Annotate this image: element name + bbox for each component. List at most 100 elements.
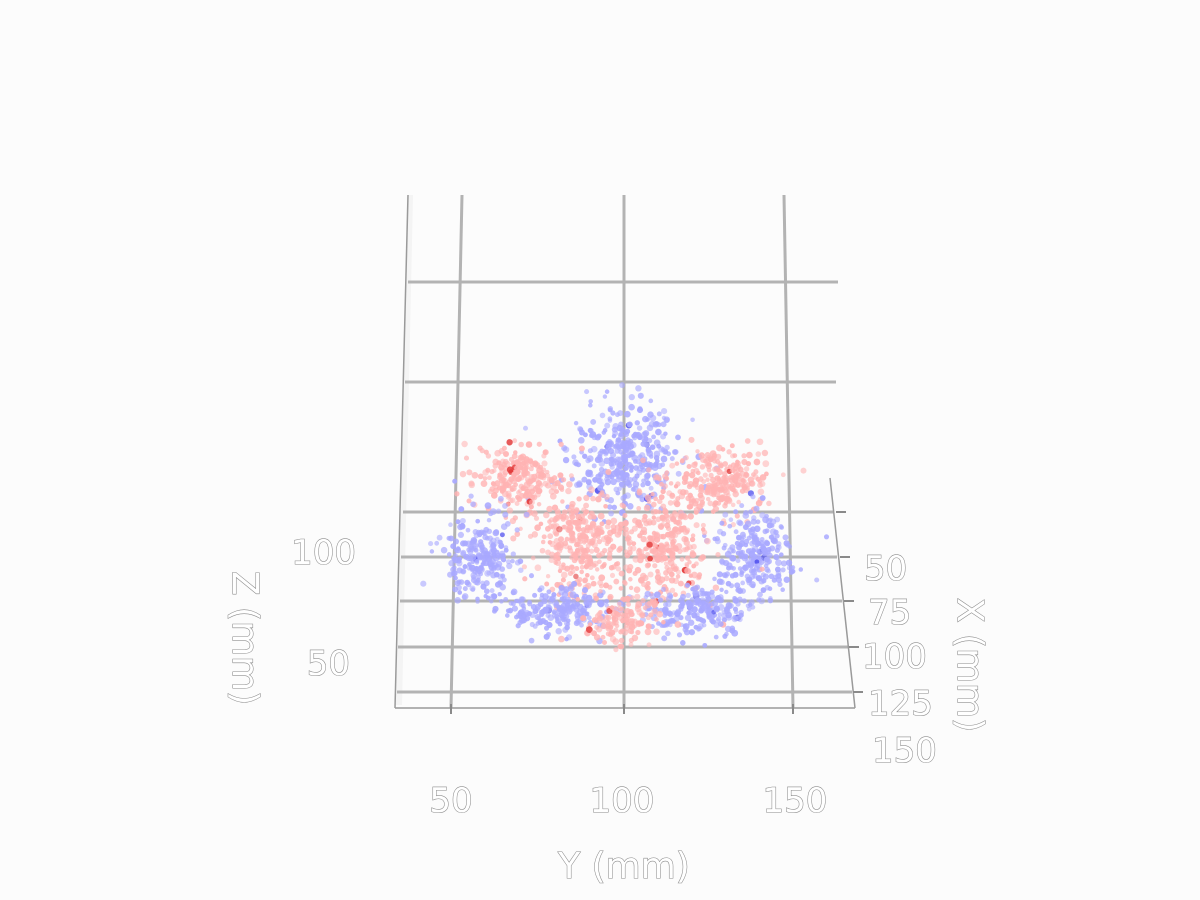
scatter-point-top-center-lobe bbox=[672, 449, 679, 455]
scatter-point-bottom-left-lobe bbox=[579, 622, 584, 628]
scatter-point-bottom-right-lobe bbox=[680, 640, 686, 646]
scatter-point-center-left-lobe bbox=[585, 582, 592, 590]
scatter-point-upper-left-lobe bbox=[508, 476, 515, 483]
scatter-point-top-center-lobe bbox=[618, 481, 625, 487]
scatter-point-left-lobe bbox=[450, 543, 457, 550]
scatter-point-bottom-right-lobe bbox=[697, 607, 704, 614]
scatter-point-right-lobe bbox=[712, 576, 717, 582]
scatter-point-center-right-lobe bbox=[687, 503, 694, 510]
scatter-point-top-center-lobe bbox=[590, 445, 598, 453]
scatter-point-upper-left-lobe bbox=[497, 473, 504, 481]
scatter-point-left-lobe bbox=[484, 551, 491, 558]
scatter-point-center-right-lobe bbox=[630, 545, 637, 552]
scatter-point-center-left-lobe bbox=[560, 571, 568, 579]
scatter-point-left-lobe bbox=[503, 547, 509, 553]
scatter-point-bottom-right-lobe bbox=[678, 615, 684, 621]
scatter-point-center-right-lobe bbox=[657, 498, 663, 505]
scatter-point-bottom-center-lobe bbox=[591, 617, 598, 624]
scatter-point-center-left-lobe bbox=[570, 564, 575, 570]
scatter-point-center-left-lobe bbox=[594, 567, 600, 572]
scatter-point-bottom-right-lobe bbox=[749, 581, 756, 588]
scatter-point-bottom-right-lobe bbox=[694, 612, 700, 618]
scatter-point-upper-right-lobe bbox=[714, 466, 721, 472]
scatter-point-center-right-lobe bbox=[653, 508, 659, 515]
scatter-point-top-center-lobe bbox=[642, 430, 650, 437]
scatter-point-center-right-lobe bbox=[660, 533, 667, 540]
scatter-point-bottom-left-lobe bbox=[518, 601, 525, 608]
scatter-point-upper-left-lobe bbox=[528, 479, 534, 485]
scatter-point-top-center-lobe bbox=[579, 429, 585, 436]
scatter-point-bottom-left-lobe bbox=[574, 601, 581, 608]
scatter-point-bottom-center-lobe bbox=[628, 611, 635, 618]
scatter-point-bottom-right-lobe bbox=[722, 633, 728, 639]
scatter-point-center-left-lobe bbox=[581, 518, 589, 525]
scatter-point-center-right-lobe bbox=[660, 522, 666, 527]
scatter-point-upper-right-lobe bbox=[726, 449, 732, 455]
scatter-point-center-right-lobe bbox=[662, 508, 669, 515]
scatter-point-upper-right-lobe bbox=[762, 460, 770, 468]
scatter-point-bottom-left-lobe bbox=[497, 580, 503, 586]
scatter-point-right-lobe bbox=[745, 561, 752, 567]
scatter-point-right-lobe bbox=[735, 558, 741, 564]
scatter-point-left-lobe bbox=[455, 519, 461, 525]
scatter-point-center-left-lobe bbox=[575, 513, 582, 520]
scatter-point-left-lobe bbox=[497, 495, 504, 502]
scatter-point-right-lobe bbox=[739, 536, 745, 542]
scatter-point-bottom-center-lobe bbox=[600, 618, 607, 625]
scatter-point-bottom-left-lobe bbox=[573, 607, 580, 614]
scatter-point-center-left-lobe bbox=[561, 562, 566, 567]
scatter-point-right-lobe bbox=[760, 587, 767, 593]
scatter-point-upper-left-lobe bbox=[557, 472, 564, 479]
scatter-point-right-lobe bbox=[755, 575, 763, 582]
scatter-point-center-right-lobe bbox=[700, 527, 706, 532]
scatter-point-upper-left-lobe bbox=[521, 460, 527, 465]
scatter-point-center-right-lobe bbox=[684, 567, 691, 574]
scatter-point-right-lobe bbox=[744, 520, 752, 528]
x-tick-label-150: 150 bbox=[872, 731, 937, 771]
scatter-point-upper-left-lobe bbox=[543, 511, 550, 519]
scatter-point-top-center-lobe bbox=[626, 482, 633, 488]
scatter-point-right-lobe bbox=[790, 565, 796, 570]
scatter-point-center-right-lobe bbox=[621, 504, 627, 509]
scatter-point-bottom-left-lobe bbox=[545, 603, 551, 609]
scatter-point-right-lobe bbox=[780, 587, 785, 592]
scatter-point-bottom-left-lobe bbox=[585, 601, 592, 609]
scatter-point-center-right-lobe bbox=[690, 533, 696, 538]
scatter-point-center-right-lobe bbox=[653, 496, 658, 502]
scatter-point-bottom-right-lobe bbox=[694, 597, 701, 604]
scatter-point-center-right-lobe bbox=[669, 554, 676, 561]
scatter-point-upper-right-lobe bbox=[721, 475, 727, 481]
scatter-point-center-left-lobe bbox=[610, 517, 618, 525]
scatter-point-center-left-lobe bbox=[567, 547, 574, 554]
scatter-point-top-center-lobe bbox=[619, 382, 626, 389]
scatter-point-bottom-left-lobe bbox=[519, 596, 525, 602]
left-pane bbox=[396, 195, 413, 705]
scatter-point-center-right-lobe bbox=[655, 557, 661, 564]
grid-y-150 bbox=[782, 194, 795, 709]
scatter-point-top-center-lobe bbox=[610, 470, 618, 478]
scatter-point-left-lobe bbox=[472, 568, 478, 574]
scatter-point-center-left-lobe bbox=[527, 533, 534, 539]
scatter-point-bottom-center-lobe bbox=[647, 600, 653, 606]
scatter-point-right-lobe bbox=[740, 580, 746, 586]
scatter-point-right-lobe bbox=[722, 511, 729, 518]
scatter-point-upper-right-lobe bbox=[745, 486, 751, 491]
scatter-point-top-center-lobe bbox=[664, 444, 670, 451]
scatter-point-right-lobe bbox=[750, 494, 756, 500]
scatter-point-center-right-lobe bbox=[627, 563, 634, 571]
scatter-point-upper-right-lobe bbox=[732, 466, 737, 472]
scatter-point-center-right-lobe bbox=[642, 530, 648, 536]
scatter-point-top-center-lobe bbox=[644, 472, 651, 479]
scatter-point-center-right-lobe bbox=[640, 535, 647, 543]
scatter-point-center-left-lobe bbox=[548, 556, 555, 564]
scatter-point-right-lobe bbox=[759, 512, 766, 519]
scatter-point-bottom-right-lobe bbox=[678, 606, 684, 612]
scatter-point-center-left-lobe bbox=[600, 535, 608, 543]
scatter-point-right-lobe bbox=[767, 586, 773, 591]
scatter-point-right-lobe bbox=[774, 533, 780, 539]
scatter-point-right-lobe bbox=[749, 568, 756, 575]
scatter-point-top-center-lobe bbox=[622, 447, 629, 454]
z-axis-title: Z (mm) bbox=[224, 571, 265, 705]
scatter-point-top-center-lobe bbox=[603, 457, 611, 465]
scatter-point-upper-right-lobe bbox=[739, 488, 746, 494]
